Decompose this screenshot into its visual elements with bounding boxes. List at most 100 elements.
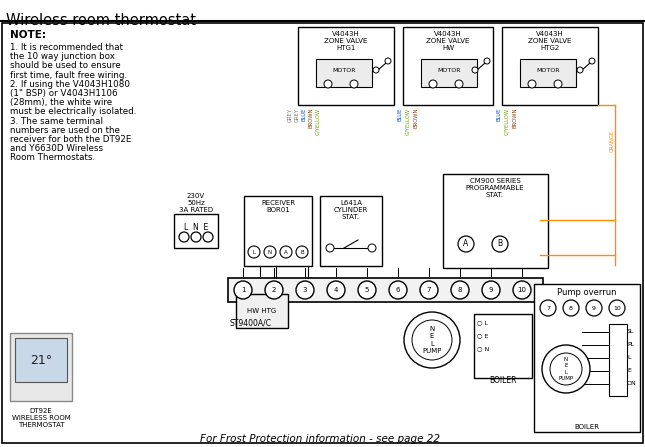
Text: numbers are used on the: numbers are used on the [10, 126, 120, 135]
Text: 9: 9 [592, 305, 596, 311]
Text: A: A [284, 249, 288, 254]
Text: 8: 8 [569, 305, 573, 311]
Circle shape [586, 300, 602, 316]
Circle shape [458, 236, 474, 252]
Text: SL: SL [627, 329, 635, 334]
Text: V4043H
ZONE VALVE
HTG1: V4043H ZONE VALVE HTG1 [324, 31, 368, 51]
Text: BROWN: BROWN [413, 108, 419, 128]
Bar [244, 196, 312, 266]
Text: N: N [268, 249, 272, 254]
Text: ORANGE: ORANGE [610, 130, 615, 152]
Text: BROWN: BROWN [513, 108, 517, 128]
Text: MOTOR: MOTOR [332, 67, 356, 72]
Text: 9: 9 [489, 287, 493, 293]
Text: 3: 3 [303, 287, 307, 293]
Text: ○ N: ○ N [477, 346, 490, 351]
Circle shape [265, 281, 283, 299]
Circle shape [550, 353, 582, 385]
Text: MOTOR: MOTOR [437, 67, 461, 72]
Circle shape [472, 67, 478, 73]
Text: N
E
L
PUMP: N E L PUMP [422, 326, 442, 354]
Text: Room Thermostats.: Room Thermostats. [10, 153, 95, 162]
Text: E: E [627, 368, 631, 373]
Circle shape [350, 80, 358, 88]
Text: ○ L: ○ L [477, 320, 488, 325]
Text: B: B [300, 249, 304, 254]
Text: G/YELLOW: G/YELLOW [315, 108, 321, 135]
Circle shape [373, 67, 379, 73]
Text: PL: PL [627, 342, 634, 347]
Circle shape [191, 232, 201, 242]
Bar [609, 324, 627, 396]
Text: BOILER: BOILER [575, 424, 599, 430]
Text: RECEIVER
BOR01: RECEIVER BOR01 [261, 200, 295, 213]
Circle shape [324, 80, 332, 88]
Text: 1. It is recommended that: 1. It is recommended that [10, 43, 123, 52]
Bar [403, 27, 493, 105]
Text: Pump overrun: Pump overrun [557, 288, 617, 297]
Circle shape [368, 244, 376, 252]
Text: L641A
CYLINDER
STAT.: L641A CYLINDER STAT. [334, 200, 368, 220]
Bar [320, 196, 382, 266]
Text: first time, fault free wiring.: first time, fault free wiring. [10, 71, 127, 80]
Text: ST9400A/C: ST9400A/C [229, 318, 271, 327]
Circle shape [296, 281, 314, 299]
Bar [474, 314, 532, 378]
Circle shape [412, 320, 452, 360]
Bar [421, 59, 477, 87]
Circle shape [429, 80, 437, 88]
Circle shape [420, 281, 438, 299]
Text: MOTOR: MOTOR [536, 67, 560, 72]
Circle shape [455, 80, 463, 88]
Text: 10: 10 [517, 287, 526, 293]
Circle shape [563, 300, 579, 316]
Text: 3. The same terminal: 3. The same terminal [10, 117, 103, 126]
Text: 4: 4 [334, 287, 338, 293]
Text: 10: 10 [613, 305, 621, 311]
Circle shape [542, 345, 590, 393]
Text: V4043H
ZONE VALVE
HW: V4043H ZONE VALVE HW [426, 31, 470, 51]
Text: 2. If using the V4043H1080: 2. If using the V4043H1080 [10, 80, 130, 89]
Circle shape [326, 244, 334, 252]
Text: 1: 1 [241, 287, 245, 293]
Circle shape [589, 58, 595, 64]
Text: and Y6630D Wireless: and Y6630D Wireless [10, 144, 103, 153]
Bar [15, 338, 67, 382]
Circle shape [484, 58, 490, 64]
Text: HW HTG: HW HTG [248, 308, 277, 314]
Circle shape [248, 246, 260, 258]
Circle shape [179, 232, 189, 242]
Text: L  N  E: L N E [184, 223, 208, 232]
Bar [228, 278, 543, 302]
Bar [502, 27, 598, 105]
Circle shape [528, 80, 536, 88]
Circle shape [492, 236, 508, 252]
Bar [316, 59, 372, 87]
Text: BOILER: BOILER [490, 376, 517, 385]
Text: 7: 7 [427, 287, 432, 293]
Text: A: A [463, 240, 469, 249]
Bar [443, 174, 548, 268]
Circle shape [358, 281, 376, 299]
Circle shape [609, 300, 625, 316]
Circle shape [234, 281, 252, 299]
Text: GREY: GREY [295, 108, 299, 122]
Text: the 10 way junction box: the 10 way junction box [10, 52, 115, 61]
Text: NOTE:: NOTE: [10, 30, 46, 40]
Text: BROWN: BROWN [308, 108, 313, 128]
Text: V4043H
ZONE VALVE
HTG2: V4043H ZONE VALVE HTG2 [528, 31, 571, 51]
Text: N
E
L
PUMP: N E L PUMP [559, 357, 573, 381]
Circle shape [203, 232, 213, 242]
Circle shape [385, 58, 391, 64]
Text: 7: 7 [546, 305, 550, 311]
Text: L: L [252, 249, 255, 254]
Text: receiver for both the DT92E: receiver for both the DT92E [10, 135, 132, 144]
Text: 21°: 21° [30, 354, 52, 367]
Circle shape [540, 300, 556, 316]
Text: 8: 8 [458, 287, 462, 293]
Circle shape [327, 281, 345, 299]
Circle shape [451, 281, 469, 299]
Bar [10, 333, 72, 401]
Circle shape [404, 312, 460, 368]
Text: G/YELLOW: G/YELLOW [406, 108, 410, 135]
